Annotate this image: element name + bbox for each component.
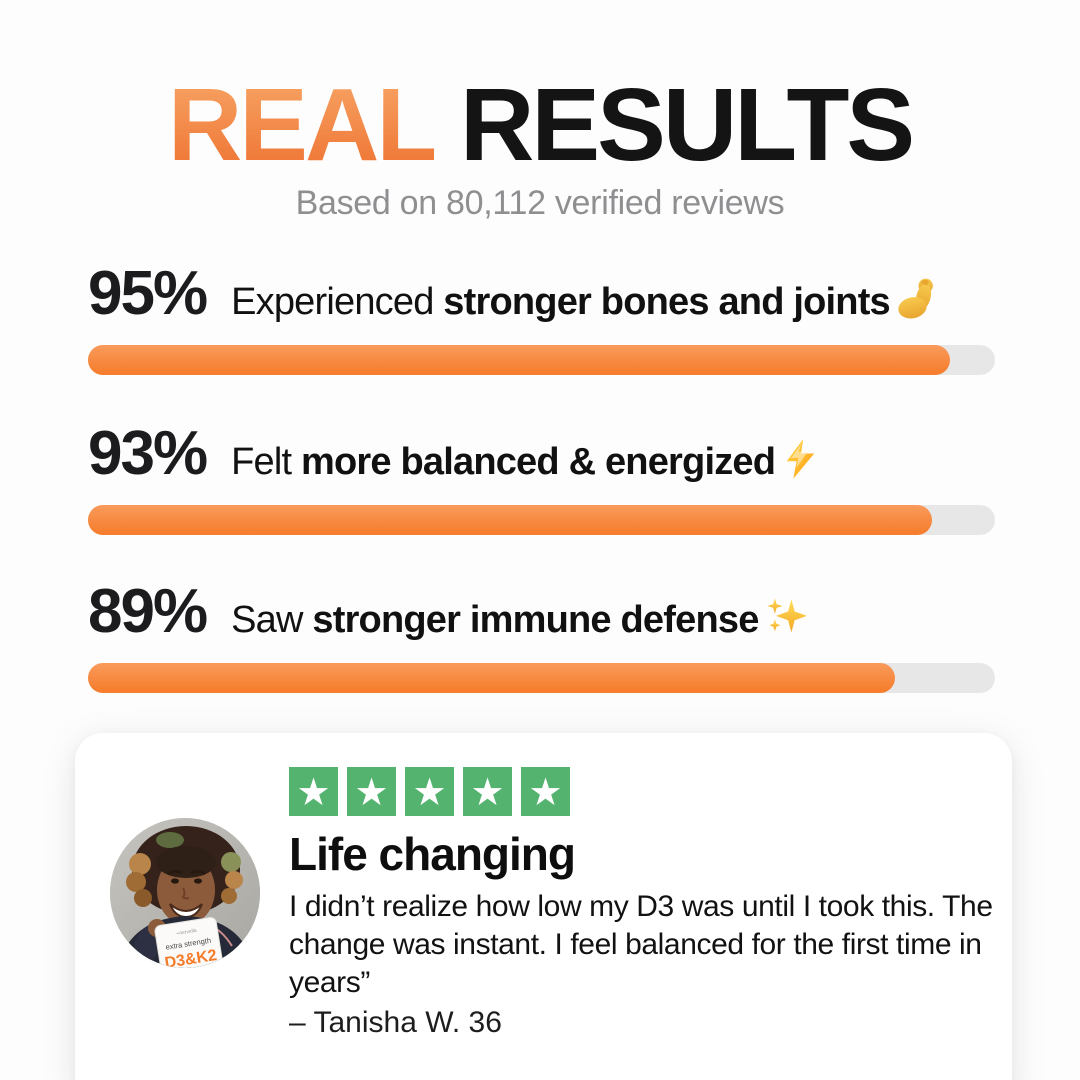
biceps-icon: [896, 277, 940, 331]
stat-label: 93% Felt more balanced & energized: [88, 418, 821, 489]
stat-label: 89% Saw stronger immune defense: [88, 576, 809, 647]
progress-bar-track: [88, 663, 995, 693]
stat-percentage: 95%: [88, 259, 208, 328]
page-title-rest: RESULTS: [460, 67, 915, 182]
review-card: ⌁nervella extra strength D3&K2 ★ ★ ★ ★ ★ Lif…: [75, 733, 1012, 1080]
progress-bar-track: [88, 345, 995, 375]
svg-text:D3&K2: D3&K2: [164, 947, 219, 968]
stat-percentage: 89%: [88, 577, 208, 646]
star-icon: ★: [463, 767, 512, 816]
progress-bar-track: [88, 505, 995, 535]
page-title: REAL RESULTS: [0, 68, 1080, 181]
progress-bar-fill: [88, 345, 950, 375]
stat-row: 95% Experienced stronger bones and joint…: [88, 258, 995, 383]
star-icon: ★: [347, 767, 396, 816]
lightning-icon: [781, 437, 821, 491]
star-icon: ★: [289, 767, 338, 816]
stat-description: Saw stronger immune defense: [231, 588, 808, 642]
progress-bar-fill: [88, 505, 932, 535]
stat-description: Experienced stronger bones and joints: [231, 270, 940, 324]
stat-label: 95% Experienced stronger bones and joint…: [88, 258, 940, 329]
sparkles-icon: [765, 595, 809, 649]
page-title-highlight: REAL: [167, 67, 438, 182]
review-body: I didn’t realize how low my D3 was until…: [289, 890, 993, 999]
svg-text:⌁nervella: ⌁nervella: [176, 928, 197, 937]
reviewer-avatar: ⌁nervella extra strength D3&K2: [110, 818, 260, 968]
progress-bar-fill: [88, 663, 896, 693]
stat-row: 93% Felt more balanced & energized: [88, 418, 995, 543]
star-icon: ★: [521, 767, 570, 816]
review-title: Life changing: [289, 828, 576, 880]
star-icon: ★: [405, 767, 454, 816]
page-subtitle: Based on 80,112 verified reviews: [295, 184, 785, 222]
stat-row: 89% Saw stronger immune defense: [88, 576, 995, 701]
stat-percentage: 93%: [88, 419, 208, 488]
stat-description: Felt more balanced & energized: [231, 430, 821, 484]
review-attribution: – Tanisha W. 36: [289, 1006, 502, 1039]
trustpilot-star-rating: ★ ★ ★ ★ ★: [289, 767, 570, 816]
